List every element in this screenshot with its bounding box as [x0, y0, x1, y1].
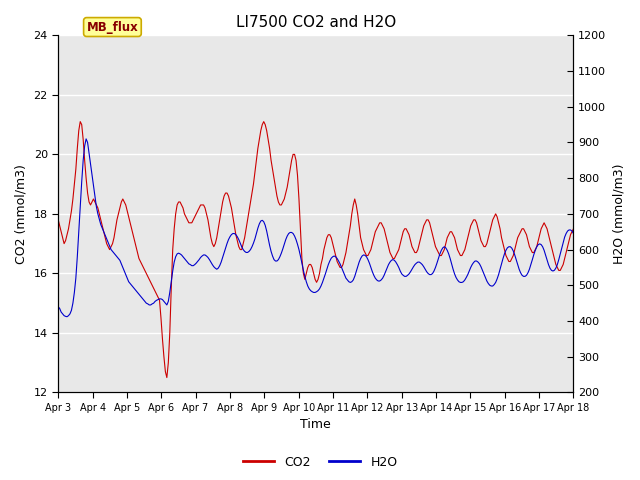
- CO2: [271, 184, 279, 190]
- CO2: [556, 267, 564, 273]
- H2O: [556, 251, 564, 257]
- H2O: [106, 243, 113, 249]
- H2O: [261, 222, 269, 228]
- CO2: [166, 330, 173, 336]
- CO2: [161, 369, 169, 374]
- H2O: [570, 231, 577, 237]
- Y-axis label: CO2 (mmol/m3): CO2 (mmol/m3): [15, 164, 28, 264]
- Line: CO2: CO2: [58, 121, 573, 378]
- Text: MB_flux: MB_flux: [86, 21, 138, 34]
- CO2: [104, 244, 112, 250]
- Title: LI7500 CO2 and H2O: LI7500 CO2 and H2O: [236, 15, 396, 30]
- H2O: [271, 258, 279, 264]
- H2O: [166, 289, 173, 295]
- CO2: [261, 122, 269, 128]
- H2O: [63, 314, 71, 320]
- Line: H2O: H2O: [58, 139, 573, 317]
- X-axis label: Time: Time: [300, 419, 332, 432]
- H2O: [83, 136, 90, 142]
- CO2: [570, 226, 577, 232]
- CO2: [54, 217, 62, 223]
- H2O: [163, 302, 171, 308]
- CO2: [76, 119, 84, 124]
- Y-axis label: H2O (mmol/m3): H2O (mmol/m3): [612, 164, 625, 264]
- H2O: [54, 304, 62, 310]
- CO2: [163, 375, 171, 381]
- Legend: CO2, H2O: CO2, H2O: [237, 451, 403, 474]
